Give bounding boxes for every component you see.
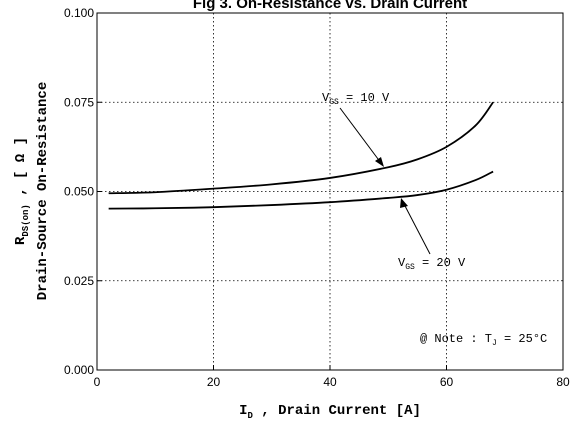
- series-line-vgs10: [108, 101, 494, 195]
- y-axis-label-line2: Drain-Source On-Resistance: [35, 82, 51, 300]
- vgs10-arrow-line: [339, 107, 382, 164]
- x-tick-label: 0: [94, 375, 101, 389]
- x-tick-labels: 0 20 40 60 80: [94, 375, 570, 389]
- x-tick-label: 60: [440, 375, 454, 389]
- vgs20-label: VGS = 20 V: [398, 256, 466, 272]
- series-lines: [108, 101, 494, 210]
- y-axis-label-line1: RDS(on) , [ Ω ]: [13, 137, 31, 245]
- vgs10-label: VGS = 10 V: [322, 91, 390, 107]
- grid-lines: [97, 13, 563, 370]
- vgs10-arrow-head: [375, 157, 384, 167]
- series-line-vgs20: [108, 170, 494, 210]
- x-tick-label: 20: [207, 375, 221, 389]
- note-annotation: @ Note : TJ = 25°C: [420, 332, 547, 348]
- y-tick-label: 0.000: [64, 363, 94, 377]
- chart-title: Fig 3. On-Resistance vs. Drain Current: [193, 0, 467, 12]
- x-axis-label: ID , Drain Current [A]: [239, 403, 421, 421]
- x-tick-label: 40: [323, 375, 337, 389]
- y-tick-label: 0.025: [64, 274, 94, 288]
- x-tick-label: 80: [556, 375, 570, 389]
- y-tick-labels: 0.000 0.025 0.050 0.075 0.100: [64, 6, 94, 377]
- y-tick-label: 0.050: [64, 185, 94, 199]
- tick-marks: [96, 12, 564, 371]
- vgs20-arrow-line: [403, 203, 431, 255]
- y-tick-label: 0.075: [64, 95, 94, 109]
- vgs20-arrow-head: [400, 198, 408, 208]
- y-tick-label: 0.100: [64, 6, 94, 20]
